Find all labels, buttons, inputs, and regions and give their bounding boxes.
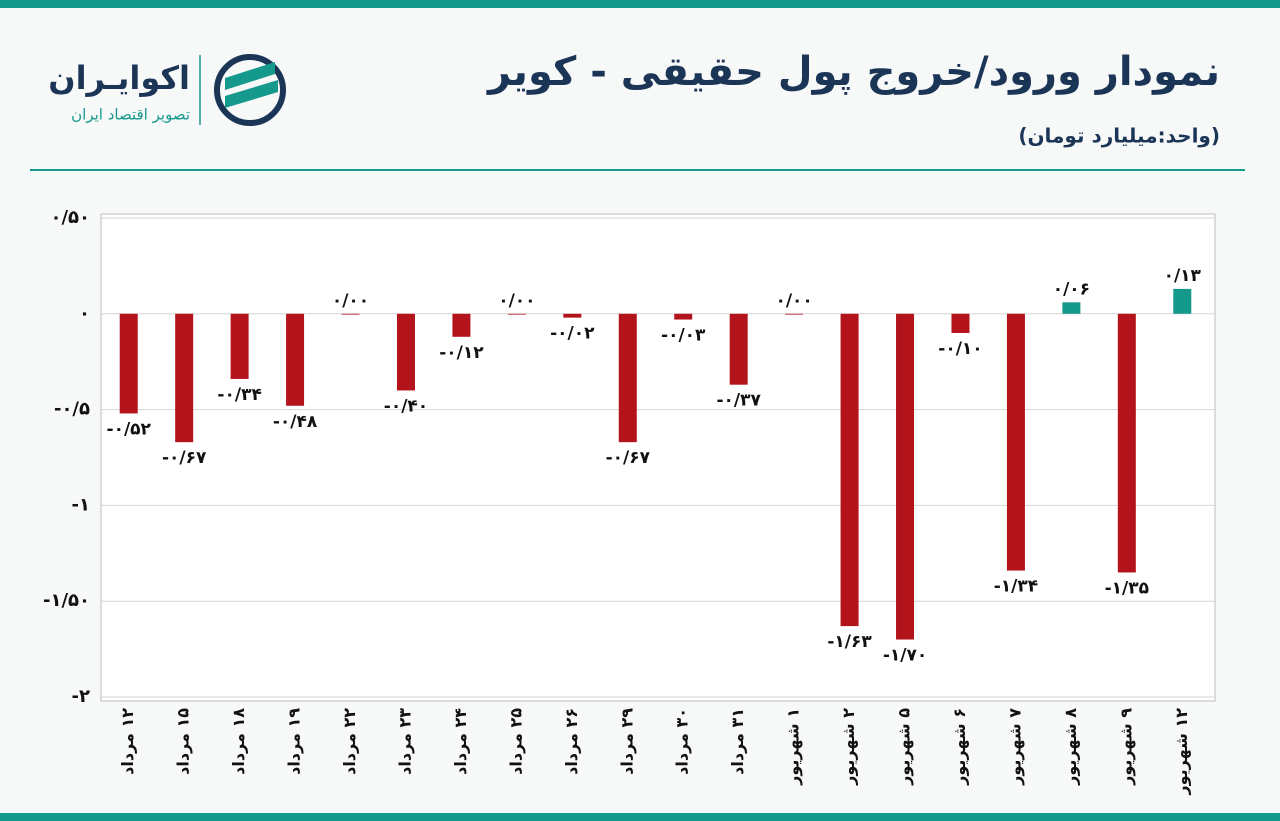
y-tick-label: -۱ [72, 494, 90, 515]
x-tick-label: ۶ شهریور [950, 708, 969, 786]
bar [452, 313, 471, 337]
bar [618, 313, 637, 443]
value-label: -۱/۷۰ [883, 646, 927, 666]
y-tick-label: ۰ [79, 303, 90, 324]
x-tick-label: ۱۲ مرداد [118, 708, 137, 775]
top-band [0, 0, 1280, 8]
value-label: ۰/۱۳ [1164, 266, 1202, 286]
bar [1062, 302, 1081, 314]
logo-stripes [225, 62, 278, 108]
bar [840, 313, 859, 627]
value-label: -۰/۱۰ [938, 339, 982, 359]
x-tick-label: ۳۰ مرداد [673, 708, 692, 775]
y-tick-label: -۰/۵ [54, 399, 90, 420]
value-label: ۰/۰۰ [775, 291, 812, 311]
bar [1173, 288, 1192, 314]
x-tick-label: ۱۲ شهریور [1172, 708, 1191, 796]
bar [175, 313, 194, 443]
logo: اکوایـران تصویر اقتصاد ایران [48, 54, 286, 126]
x-tick-label: ۱ شهریور [784, 708, 803, 786]
value-label: ۰/۰۰ [332, 291, 369, 311]
value-label: -۰/۳۴ [217, 385, 261, 405]
value-label: ۰/۰۰ [498, 291, 535, 311]
value-label: -۰/۳۷ [716, 391, 761, 411]
bar [1117, 313, 1136, 573]
bar [396, 313, 415, 391]
bar [785, 313, 804, 315]
bar [1006, 313, 1025, 571]
x-tick-label: ۵ شهریور [895, 708, 914, 786]
value-label: -۰/۰۲ [550, 324, 595, 344]
x-tick-label: ۷ شهریور [1005, 708, 1024, 786]
x-tick-label: ۱۵ مرداد [174, 708, 193, 775]
bar [507, 313, 526, 315]
chart-subtitle: (واحد:میلیارد تومان) [1018, 124, 1220, 148]
value-label: -۱/۳۵ [1105, 578, 1149, 598]
x-tick-label: ۲ شهریور [839, 708, 858, 786]
x-tick-label: ۲۳ مرداد [395, 708, 414, 775]
x-tick-label: ۳۱ مرداد [728, 708, 747, 775]
value-label: -۰/۶۷ [606, 448, 651, 468]
bar [951, 313, 970, 333]
x-tick-label: ۲۶ مرداد [562, 708, 581, 775]
value-label: -۰/۶۷ [162, 448, 207, 468]
x-tick-label: ۲۹ مرداد [617, 708, 636, 775]
value-label: -۱/۶۳ [827, 632, 872, 652]
x-tick-label: ۲۴ مرداد [451, 708, 470, 775]
bottom-band [0, 813, 1280, 821]
logo-name: اکوایـران [48, 59, 190, 97]
bar [119, 313, 138, 414]
x-tick-label: ۱۸ مرداد [229, 708, 248, 775]
x-tick-label: ۱۹ مرداد [285, 708, 304, 775]
plot-area [100, 213, 1216, 702]
bar [674, 313, 693, 320]
y-tick-label: ۰/۵۰ [50, 207, 90, 228]
logo-tagline: تصویر اقتصاد ایران [71, 106, 190, 124]
bar [341, 313, 360, 315]
y-tick-label: -۱/۵۰ [43, 590, 90, 611]
bar [286, 313, 305, 406]
x-tick-label: ۲۵ مرداد [506, 708, 525, 775]
value-label: -۱/۳۴ [994, 577, 1038, 597]
x-tick-label: ۹ شهریور [1116, 708, 1135, 786]
value-label: -۰/۰۳ [661, 326, 706, 346]
y-tick-label: -۲ [72, 686, 90, 707]
value-label: -۰/۱۲ [439, 343, 484, 363]
logo-ring [214, 54, 286, 126]
value-label: -۰/۵۲ [107, 419, 152, 439]
x-tick-label: ۲۲ مرداد [340, 708, 359, 775]
x-tick-label: ۸ شهریور [1061, 708, 1080, 786]
chart-title: نمودار ورود/خروج پول حقیقی - کویر [486, 49, 1220, 95]
bar [230, 313, 249, 379]
value-label: ۰/۰۶ [1053, 279, 1090, 299]
bar [896, 313, 915, 640]
bar [729, 313, 748, 385]
value-label: -۰/۴۰ [384, 396, 428, 416]
value-label: -۰/۴۸ [273, 412, 318, 432]
bar [563, 313, 582, 318]
